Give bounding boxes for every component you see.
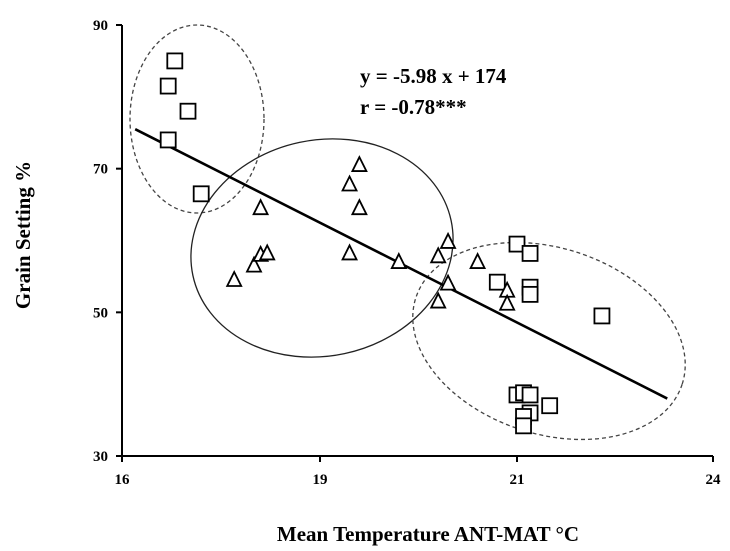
x-tick-label: 24 <box>706 472 722 488</box>
square-point <box>541 397 559 415</box>
triangle-point <box>341 243 359 261</box>
square-point <box>192 185 210 203</box>
triangle-point <box>258 243 276 261</box>
square-point <box>593 307 611 325</box>
y-tick-label: 90 <box>93 18 108 34</box>
regression-equation: y = -5.98 x + 174 <box>360 64 507 88</box>
y-tick-label: 50 <box>93 305 108 321</box>
triangle-point <box>225 269 243 287</box>
square-point <box>166 52 184 70</box>
triangle-point <box>429 246 447 264</box>
triangle-point <box>341 174 359 192</box>
cluster-ellipse-right <box>412 241 686 441</box>
triangle-point <box>350 155 368 172</box>
y-tick-label: 30 <box>93 449 108 465</box>
triangle-point <box>350 198 368 216</box>
triangle-point <box>429 291 447 309</box>
triangle-point <box>390 252 408 269</box>
square-point <box>488 273 506 291</box>
square-point <box>159 77 177 95</box>
square-point <box>521 285 539 303</box>
square-point <box>521 386 539 404</box>
cluster-ellipse-middle <box>190 138 454 358</box>
cluster-ellipses <box>129 24 686 441</box>
x-axis-title: Mean Temperature ANT-MAT °C <box>277 522 579 546</box>
x-tick-label: 21 <box>510 472 525 488</box>
square-point <box>515 417 532 435</box>
x-tick-label: 19 <box>313 472 328 488</box>
square-point <box>159 131 177 149</box>
cluster-ellipse-left <box>129 24 265 214</box>
square-point <box>508 235 526 253</box>
data-points <box>159 52 611 435</box>
square-point <box>521 245 539 262</box>
correlation-coefficient: r = -0.78*** <box>360 95 467 119</box>
y-axis-title: Grain Setting % <box>11 161 35 309</box>
triangle-point <box>498 293 516 311</box>
square-point <box>179 102 197 120</box>
axes <box>116 24 714 462</box>
triangle-point <box>439 231 457 249</box>
tick-labels: 30 50 70 90 16 19 21 24 <box>93 18 721 488</box>
triangle-point <box>252 198 270 216</box>
y-tick-label: 70 <box>93 162 108 178</box>
triangle-point <box>469 252 487 269</box>
triangle-point <box>245 255 263 273</box>
x-tick-label: 16 <box>115 472 131 488</box>
triangle-point <box>439 273 457 291</box>
